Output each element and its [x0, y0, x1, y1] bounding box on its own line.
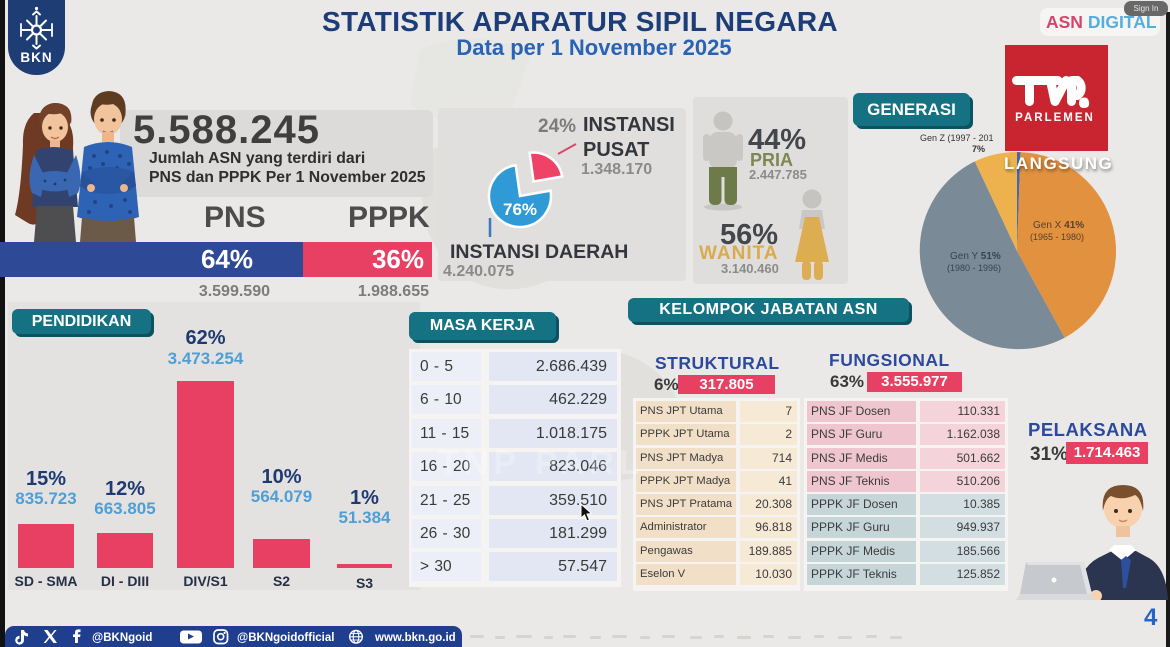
svg-text:Gen Y 51%: Gen Y 51% — [950, 251, 1001, 262]
svg-text:BKN: BKN — [20, 50, 52, 65]
svg-text:(1965 - 1980): (1965 - 1980) — [1030, 232, 1084, 242]
svg-text:@BKNgoid: @BKNgoid — [92, 632, 152, 644]
svg-text:Gen X 41%: Gen X 41% — [1033, 220, 1084, 231]
svg-text:PARLEMEN: PARLEMEN — [1015, 112, 1095, 124]
svg-text:76%: 76% — [503, 200, 537, 219]
svg-text:www.bkn.go.id: www.bkn.go.id — [374, 632, 456, 644]
svg-text:(1980 - 1996): (1980 - 1996) — [947, 263, 1001, 273]
svg-text:@BKNgoidofficial: @BKNgoidofficial — [237, 632, 334, 644]
